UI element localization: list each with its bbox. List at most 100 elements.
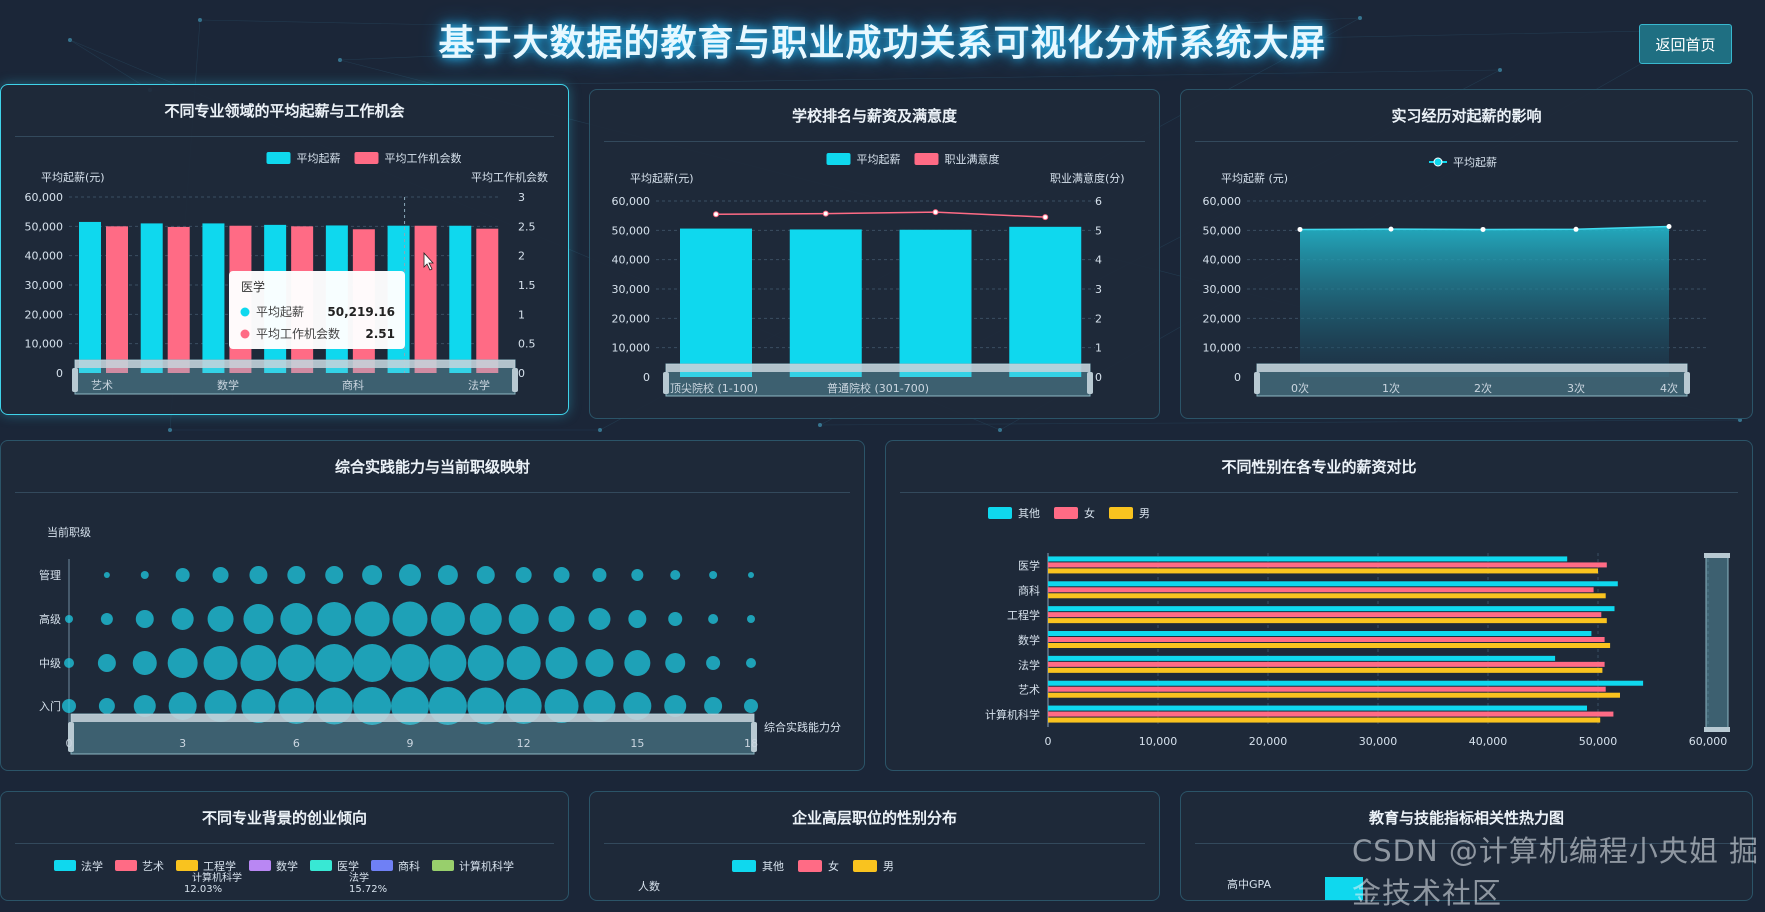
x-tick: 0 [66,737,73,750]
satisfaction-line [715,211,1046,218]
bar-salary [1009,226,1082,377]
legend-label: 计算机科学 [459,859,514,873]
panel-major-salary: 不同专业领域的平均起薪与工作机会 平均起薪 平均工作机会数 平均起薪(元) 平均工作机… [0,84,569,415]
panel-gender-salary: 不同性别在各专业的薪资对比 其他 女 男 0 10,000 20,000 30,000 40,… [885,440,1753,771]
bubble [103,572,110,578]
bubble [706,656,721,670]
x-tick: 0 [1045,735,1052,748]
bar-salary [202,223,225,373]
legend-swatch [54,860,76,871]
legend-label: 男 [883,860,894,873]
datazoom-handle-right [512,368,518,392]
bubble [665,653,686,673]
satisfaction-point [822,210,829,217]
bubble [668,612,683,626]
y-tick: 10,000 [25,338,64,351]
bar-job-count [106,226,128,373]
x-tick: 艺术 [91,379,113,392]
bubble [98,698,115,714]
legend-label: 医学 [337,859,359,873]
legend-label: 男 [1139,507,1150,520]
datazoom-handle-bottom [1704,727,1730,732]
y2-tick: 2 [518,250,525,263]
legend-label: 法学 [81,859,103,873]
salary-point [1666,224,1672,230]
bar-female [1048,661,1605,667]
legend-swatch [988,507,1012,519]
y-tick: 商科 [1018,583,1040,597]
network-link [1199,29,1701,41]
y2-tick: 0 [1095,371,1102,384]
satisfaction-point [713,211,719,218]
y-axis-title: 平均工作机会数 [471,170,548,184]
legend-label: 平均工作机会数 [385,151,462,165]
bubble [506,646,541,680]
datazoom-handle-left [663,372,669,394]
y2-tick: 3 [518,191,525,204]
bubble [62,699,76,713]
legend-label: 商科 [398,859,420,873]
bubble [135,610,154,628]
bubble [280,603,313,635]
salary-point [1573,226,1579,232]
x-tick: 0次 [1291,381,1309,395]
y2-tick: 6 [1095,195,1102,208]
bar-male [1048,593,1606,599]
bubble [64,658,74,668]
watermark: CSDN @计算机编程小央姐 掘金技术社区 [1352,834,1760,910]
bubble [249,566,268,584]
legend-swatch [354,152,379,164]
bar-other [1048,680,1644,686]
bar-male [1048,667,1603,673]
bubble [437,565,458,585]
x-tick: 3次 [1567,381,1585,395]
bubble [391,644,429,682]
bubble [362,565,383,585]
bar-female [1048,562,1607,568]
bar-job-count [167,226,190,373]
legend-label: 数学 [276,859,298,873]
bar-male [1048,692,1620,698]
y-tick: 50,000 [1203,224,1242,237]
bar-male [1048,717,1601,723]
gender-salary-chart: 其他 女 男 0 10,000 20,000 30,000 40,000 50,000 60,00… [985,506,1730,748]
bar-other [1048,705,1587,711]
bar-salary [680,228,752,377]
bar-salary [140,223,163,373]
x-tick: 顶尖院校 (1-100) [670,381,758,395]
panel-school-rank: 学校排名与薪资及满意度 平均起薪 职业满意度 平均起薪(元) 职业满意度(分) 60,0… [589,89,1160,419]
y-tick: 10,000 [1203,342,1242,355]
bubble [508,604,539,634]
salary-point [1388,226,1394,232]
legend-swatch [732,860,756,872]
back-home-button[interactable]: 返回首页 [1639,24,1732,64]
x-tick: 1次 [1382,381,1400,395]
bubble [277,644,315,682]
y2-tick: 1 [518,308,525,321]
y-tick: 法学 [1018,658,1040,672]
bubble [203,646,238,680]
bubble [430,602,465,636]
salary-point [1480,226,1486,232]
panel-title: 企业高层职位的性别分布 [604,792,1145,844]
x-tick: 60,000 [1689,735,1728,748]
legend-label: 平均起薪 [297,152,341,165]
bubble [545,647,578,679]
y-tick: 高级 [39,612,61,626]
bubble [631,569,644,581]
network-link [339,17,1361,61]
bar-other [1048,606,1615,612]
bubble [354,601,390,637]
satisfaction-point [932,209,939,216]
y-tick: 管理 [39,568,61,582]
y2-tick: 3 [1095,283,1102,296]
y-tick: 0 [643,371,650,384]
bubble [140,571,149,579]
datazoom-handle-top [1704,553,1730,558]
y-axis-title: 平均起薪 (元) [1221,172,1288,185]
network-node [598,428,602,432]
y2-tick: 5 [1095,224,1102,237]
bubble [429,644,467,682]
